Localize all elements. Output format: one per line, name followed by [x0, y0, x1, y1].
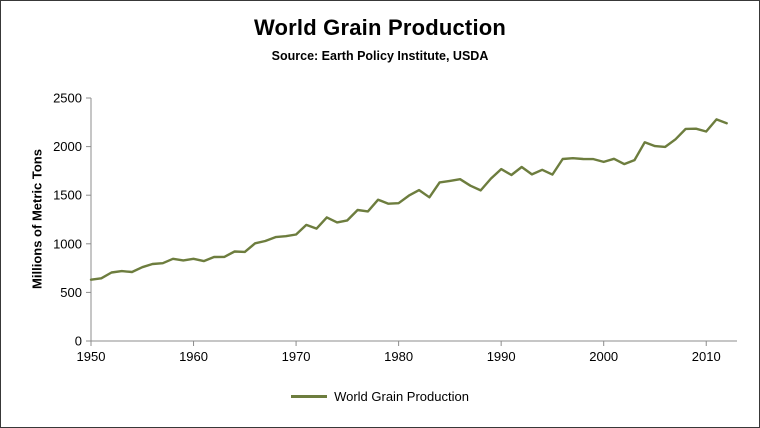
legend-line-swatch [291, 395, 328, 398]
y-tick-label: 500 [60, 285, 82, 300]
y-tick-label: 1000 [53, 236, 82, 251]
chart-subtitle: Source: Earth Policy Institute, USDA [271, 49, 489, 63]
y-tick-label: 2000 [53, 139, 82, 154]
legend-label: World Grain Production [334, 389, 469, 404]
y-tick-label: 0 [75, 334, 82, 349]
x-tick-label: 1950 [77, 349, 106, 364]
x-tick-label: 2000 [589, 349, 618, 364]
legend: World Grain Production [1, 389, 759, 404]
y-tick-label: 2500 [53, 91, 82, 106]
x-tick-label: 1970 [282, 349, 311, 364]
x-tick-label: 1990 [487, 349, 516, 364]
chart-title: World Grain Production [253, 15, 507, 40]
grain-production-line [89, 118, 728, 281]
x-tick-label: 1960 [179, 349, 208, 364]
x-tick-label: 2010 [692, 349, 721, 364]
y-tick-label: 1500 [53, 188, 82, 203]
x-tick-label: 1980 [384, 349, 413, 364]
